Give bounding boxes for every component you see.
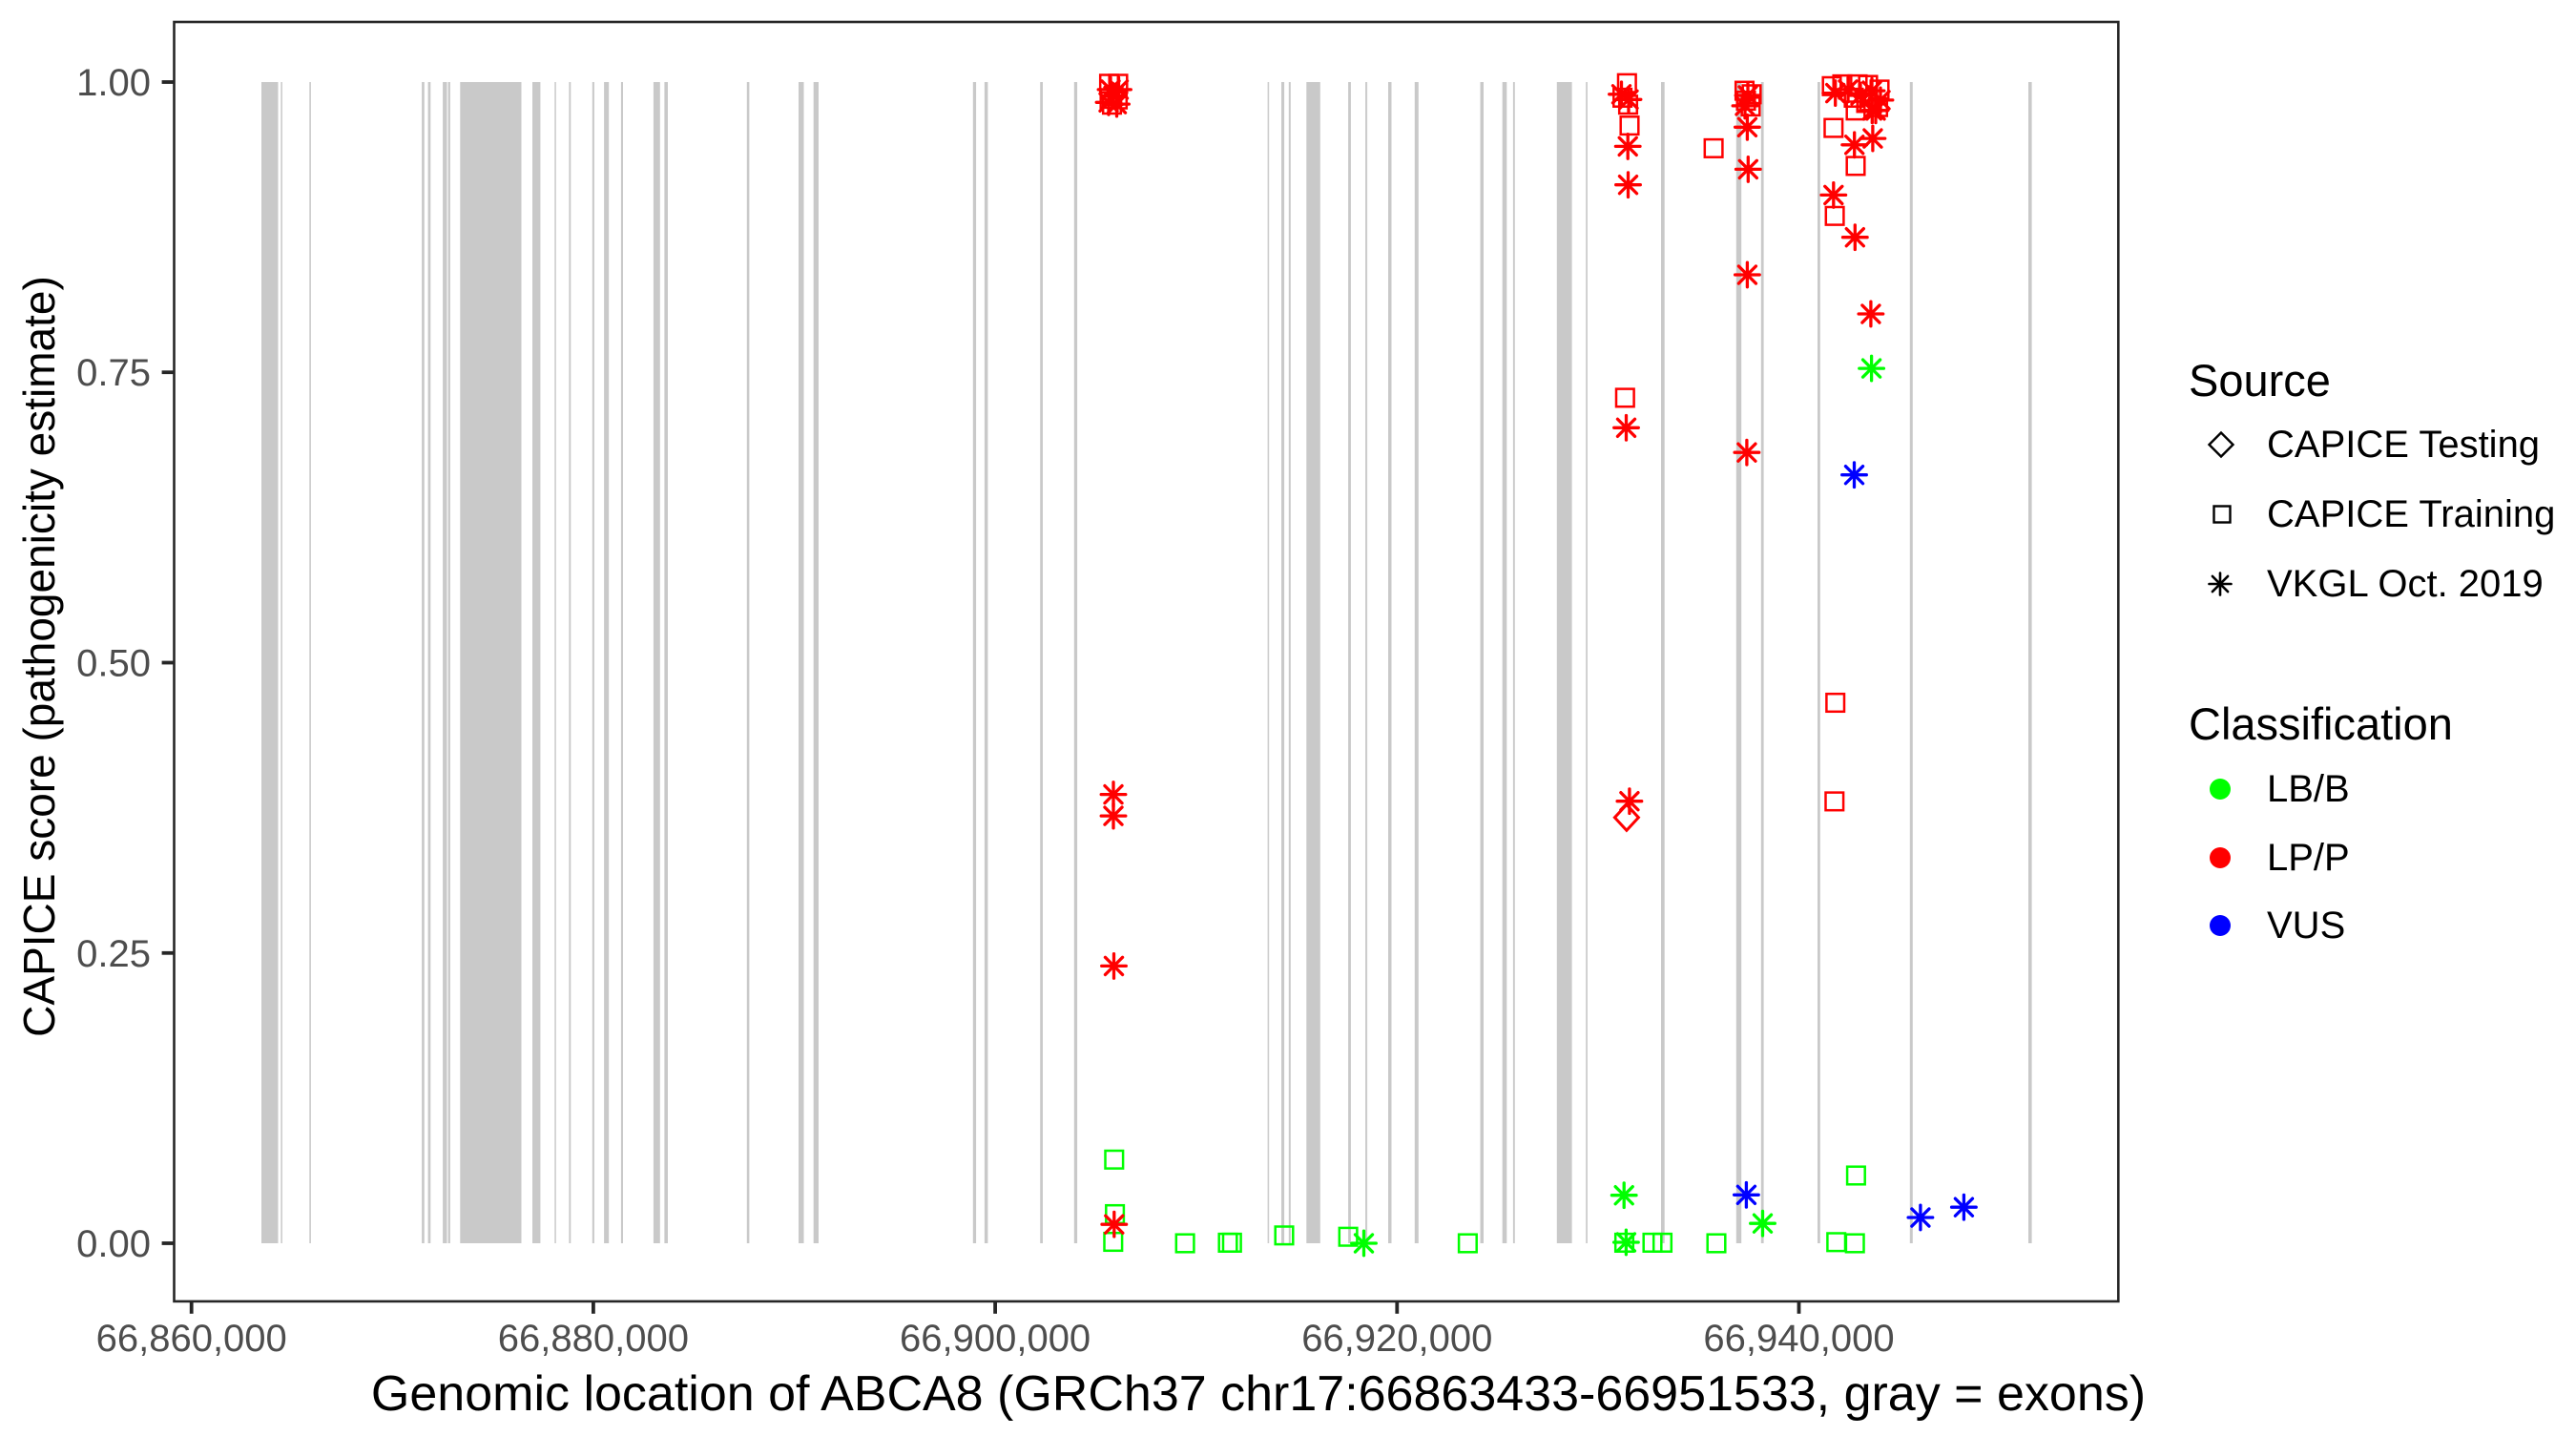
svg-text:CAPICE score (pathogenicity es: CAPICE score (pathogenicity estimate) <box>14 276 64 1037</box>
svg-text:CAPICE Training: CAPICE Training <box>2267 493 2555 535</box>
svg-text:66,920,000: 66,920,000 <box>1301 1318 1492 1360</box>
svg-text:66,860,000: 66,860,000 <box>96 1318 287 1360</box>
svg-text:LP/P: LP/P <box>2267 837 2350 879</box>
svg-text:Genomic location of ABCA8 (GRC: Genomic location of ABCA8 (GRCh37 chr17:… <box>371 1366 2146 1422</box>
svg-text:Source: Source <box>2189 355 2331 406</box>
svg-text:VUS: VUS <box>2267 905 2345 947</box>
svg-text:CAPICE Testing: CAPICE Testing <box>2267 424 2540 466</box>
svg-text:1.00: 1.00 <box>76 62 151 104</box>
svg-text:66,880,000: 66,880,000 <box>498 1318 689 1360</box>
svg-text:VKGL Oct. 2019: VKGL Oct. 2019 <box>2267 563 2544 605</box>
svg-text:0.25: 0.25 <box>76 933 151 975</box>
svg-text:66,940,000: 66,940,000 <box>1703 1318 1894 1360</box>
svg-text:Classification: Classification <box>2189 698 2453 749</box>
svg-text:0.50: 0.50 <box>76 643 151 685</box>
svg-text:0.00: 0.00 <box>76 1223 151 1265</box>
svg-text:66,900,000: 66,900,000 <box>900 1318 1091 1360</box>
svg-text:LB/B: LB/B <box>2267 768 2350 810</box>
svg-text:0.75: 0.75 <box>76 352 151 394</box>
